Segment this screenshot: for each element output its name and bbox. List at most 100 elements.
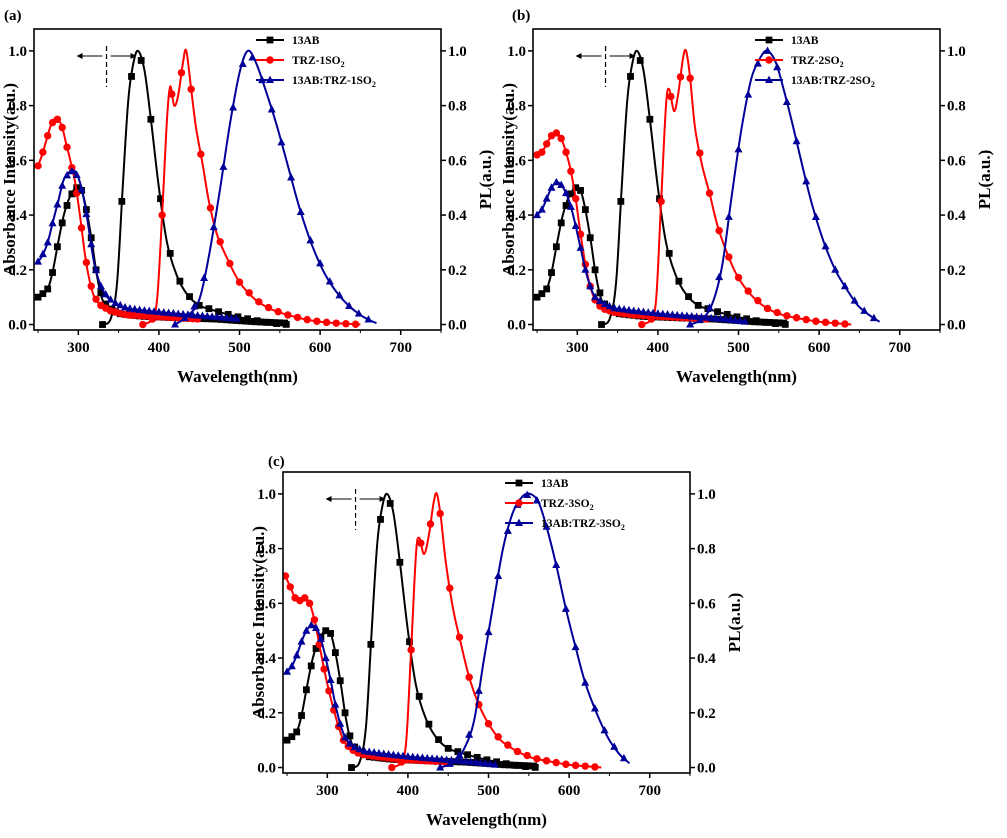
x-tick-label: 600	[808, 340, 831, 356]
x-tick-label: 300	[316, 783, 339, 799]
panel-c: (c) 300 400 500 600 700 0.0 0.0 0.2 0.2 0.4 0.4 0.6 0…	[249, 454, 744, 829]
y-tick-label-left: 0.0	[8, 318, 27, 334]
triangle-marker	[283, 667, 292, 675]
panel-a: (a) 300 400 500 600 700 0.0 0.0 0.2 0.2 0.4 0.4 0.6 0…	[0, 8, 495, 386]
circle-marker	[63, 143, 71, 151]
square-marker	[646, 115, 654, 123]
triangle-marker	[610, 303, 619, 312]
circle-marker	[148, 315, 157, 323]
circle-marker	[187, 85, 195, 93]
circle-marker	[264, 303, 273, 312]
triangle-marker	[581, 678, 590, 686]
triangle-marker	[490, 760, 499, 768]
legend-label-main: 13AB:TRZ-1SO	[292, 75, 372, 87]
triangle-marker	[174, 309, 183, 317]
panel-label: (a)	[4, 8, 22, 24]
triangle-marker	[466, 757, 475, 765]
triangle-marker	[248, 53, 257, 61]
square-marker	[336, 677, 344, 685]
square-marker	[327, 630, 334, 637]
square-marker	[367, 640, 375, 648]
y-tick-label-right: 0.6	[448, 153, 467, 169]
triangle-marker	[82, 209, 91, 218]
square-marker	[63, 202, 71, 209]
triangle-marker	[296, 207, 305, 215]
circle-marker	[705, 189, 714, 197]
square-marker	[464, 751, 471, 759]
triangle-marker	[734, 145, 743, 153]
square-marker	[205, 305, 213, 313]
y-tick-label-left: 1.0	[507, 44, 526, 60]
x-tick-label: 400	[647, 340, 670, 356]
circle-marker	[567, 167, 575, 175]
square-marker	[515, 479, 523, 487]
circle-marker	[87, 282, 95, 290]
x-tick-label: 600	[309, 340, 332, 356]
triangle-marker	[219, 162, 228, 170]
circle-marker	[484, 720, 493, 728]
triangle-marker	[591, 292, 600, 301]
square-marker	[772, 320, 779, 327]
circle-marker	[158, 211, 166, 219]
square-marker	[425, 720, 433, 728]
series-line	[174, 49, 377, 326]
legend-label-main: 13AB:TRZ-2SO	[791, 75, 871, 87]
circle-marker	[676, 73, 685, 81]
legend-label-main: TRZ-1SO	[292, 55, 341, 67]
circle-marker	[821, 318, 830, 327]
square-marker	[68, 190, 76, 198]
triangle-marker	[77, 185, 86, 193]
triangle-marker	[533, 210, 542, 219]
triangle-marker	[678, 311, 687, 319]
triangle-marker	[266, 75, 274, 83]
series-line	[536, 186, 787, 325]
triangle-marker	[744, 90, 753, 98]
y-tick-label-left: 0.6	[8, 153, 27, 169]
triangle-marker	[649, 308, 658, 317]
x-tick-label: 700	[389, 340, 412, 356]
triangle-marker	[190, 302, 199, 310]
triangle-marker	[619, 753, 628, 762]
triangle-marker	[217, 313, 226, 321]
triangle-marker	[773, 62, 782, 71]
triangle-marker	[208, 312, 217, 320]
plot-frame	[282, 471, 691, 774]
triangle-marker	[515, 518, 523, 526]
square-marker	[293, 728, 301, 736]
circle-marker	[533, 755, 541, 763]
triangle-marker	[43, 238, 52, 246]
circle-marker	[53, 115, 62, 124]
triangle-marker	[571, 221, 580, 230]
circle-marker	[543, 140, 551, 148]
triangle-marker	[600, 299, 609, 308]
circle-marker	[773, 308, 781, 317]
arrow-right-head	[379, 496, 386, 502]
triangle-marker	[711, 314, 720, 322]
triangle-marker	[765, 75, 773, 83]
x-tick-label: 300	[67, 340, 90, 356]
triangle-marker	[48, 218, 57, 227]
triangle-marker	[753, 59, 762, 67]
triangle-marker	[169, 309, 178, 317]
triangle-marker	[476, 758, 485, 766]
y-tick-label-right: 0.0	[947, 318, 966, 334]
triangle-marker	[474, 686, 483, 694]
series-1	[348, 492, 539, 771]
circle-marker	[455, 633, 464, 641]
circle-marker	[283, 572, 290, 580]
triangle-marker	[312, 623, 321, 631]
triangle-marker	[116, 300, 125, 309]
circle-marker	[802, 315, 810, 324]
square-marker	[137, 57, 145, 64]
square-marker	[396, 558, 404, 566]
square-marker	[53, 243, 61, 251]
circle-marker	[523, 751, 531, 760]
y-tick-label-left: 0.4	[8, 208, 27, 224]
arrow-left-head	[325, 496, 332, 502]
square-marker	[282, 320, 290, 328]
y-tick-label-left: 0.8	[257, 542, 276, 558]
y-axis-title-right: PL(a.u.)	[975, 150, 994, 210]
square-marker	[97, 289, 105, 297]
square-marker	[215, 308, 222, 316]
triangle-marker	[481, 759, 490, 767]
